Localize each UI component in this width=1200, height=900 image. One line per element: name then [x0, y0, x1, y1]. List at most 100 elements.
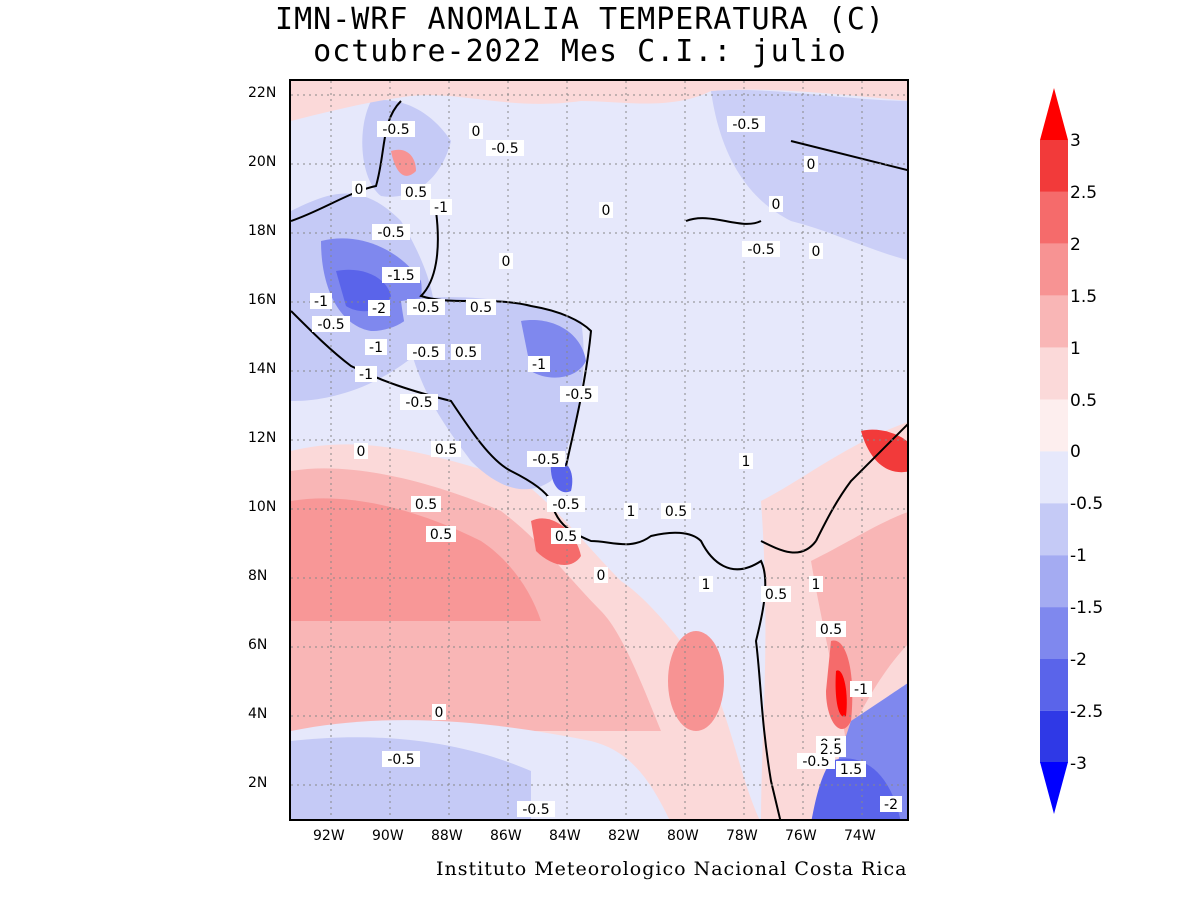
contour-label-bg	[809, 576, 823, 592]
contour-label: 2.5	[820, 742, 842, 758]
contour-label-bg	[850, 681, 872, 697]
anomaly-map: -0.5 0 -0.5 0 0 -0.5 0 0.5 -1 -0.5 -1.5 0 -1 -2 -0.5 0.…	[289, 79, 909, 821]
contour-label: 0.5	[415, 497, 437, 513]
contour-label: 0	[597, 568, 606, 584]
lat-tick-label: 8N	[248, 568, 268, 584]
contour-label: -0.5	[522, 802, 549, 818]
colombia-warm-05	[811, 512, 907, 741]
lon-tick-label: 88W	[431, 828, 463, 844]
contour-label: -0.5	[387, 752, 414, 768]
lat-tick-label: 2N	[248, 775, 268, 791]
contour-label-bg	[836, 761, 866, 777]
guajira-warm	[861, 429, 907, 473]
contour-label-bg	[400, 394, 438, 410]
contour-label: 1.5	[840, 762, 862, 778]
colorbar-segment	[1040, 399, 1068, 452]
contour-label: -0.5	[532, 452, 559, 468]
contour-label: 0	[435, 705, 444, 721]
lon-tick-label: 80W	[667, 828, 699, 844]
colorbar-tick-label: 2.5	[1070, 182, 1098, 203]
contour-label-bg	[355, 366, 377, 382]
pacific-cool-south-2	[291, 737, 531, 819]
chart-subtitle: octubre-2022 Mes C.I.: julio	[313, 34, 847, 69]
contour-label: -0.5	[491, 141, 518, 157]
contour-label: -0.5	[317, 317, 344, 333]
lon-tick-label: 92W	[313, 828, 345, 844]
contour-label: -2	[372, 301, 386, 317]
contour-label-bg	[469, 123, 483, 139]
contour-label-bg	[699, 576, 713, 592]
chart-title: IMN-WRF ANOMALIA TEMPERATURA (C)	[275, 2, 885, 37]
contour-label-bg	[739, 453, 753, 469]
contour-label: 1	[702, 577, 711, 593]
contour-label-bg	[809, 243, 823, 259]
contour-label: 0.5	[665, 504, 687, 520]
colorbar-segment	[1040, 503, 1068, 556]
contour-label-bg	[466, 299, 496, 315]
contour-label: -2	[884, 797, 898, 813]
contour-label-bg	[769, 196, 783, 212]
colorbar-segment	[1040, 607, 1068, 659]
contour-label-bg	[426, 526, 456, 542]
contour-label-bg	[451, 344, 481, 360]
north-warm	[291, 81, 907, 121]
contour-label: -0.5	[412, 300, 439, 316]
lon-tick-label: 78W	[726, 828, 758, 844]
pacific-warm-1	[291, 498, 541, 621]
contour-label: 1	[812, 577, 821, 593]
contour-label-bg	[551, 528, 581, 544]
colorbar-segment	[1040, 659, 1068, 711]
colorbar-tick-label: -1	[1070, 546, 1087, 567]
colorbar-segment	[1040, 295, 1068, 348]
colorbar-tick-label: 0	[1070, 442, 1081, 463]
contour-label-bg	[816, 741, 846, 757]
contour-label-bg	[377, 121, 415, 137]
lat-tick-label: 20N	[248, 154, 277, 170]
contour-label: -1	[434, 200, 448, 216]
contour-label: -0.5	[382, 122, 409, 138]
contour-label-bg	[368, 300, 390, 316]
lat-tick-label: 16N	[248, 292, 277, 308]
contour-label: -0.5	[732, 117, 759, 133]
contour-label: -1	[359, 367, 373, 383]
contour-label-bg	[624, 503, 638, 519]
lat-tick-label: 6N	[248, 637, 268, 653]
contour-label: -1	[314, 294, 328, 310]
contour-label-bg	[528, 356, 550, 372]
contour-label: -1	[369, 340, 383, 356]
lon-tick-label: 74W	[844, 828, 876, 844]
contour-label: 0	[355, 182, 364, 198]
contour-label: 0.5	[435, 442, 457, 458]
contour-label-bg	[560, 386, 598, 402]
colorbar-segment	[1040, 243, 1068, 296]
lat-tick-label: 4N	[248, 706, 268, 722]
sw-colombia-cool-2	[811, 758, 901, 819]
contour-label: -0.5	[412, 345, 439, 361]
colorbar-top-arrow	[1040, 88, 1068, 140]
contour-label-bg	[401, 184, 431, 200]
contour-label-bg	[431, 441, 461, 457]
contour-label: 1	[742, 454, 751, 470]
contour-label-bg	[499, 253, 513, 269]
colorbar-tick-label: -2	[1070, 650, 1087, 670]
contour-label-bg	[411, 496, 441, 512]
contour-label-bg	[310, 293, 332, 309]
colombia-warm-3	[835, 670, 847, 717]
contour-label-bg	[312, 316, 350, 332]
contour-label-bg	[804, 156, 818, 172]
lat-tick-label: 18N	[248, 223, 277, 239]
contour-label: 0.5	[455, 345, 477, 361]
contour-label: -1	[532, 357, 546, 373]
contour-label-bg	[382, 267, 420, 283]
contour-label: -0.5	[377, 225, 404, 241]
contour-label-bg	[354, 443, 368, 459]
contour-label-bg	[407, 299, 445, 315]
lat-tick-label: 22N	[248, 85, 277, 101]
contour-label: 0	[772, 197, 781, 213]
contour-label: -0.5	[747, 242, 774, 258]
contour-label: -1	[854, 682, 868, 698]
contour-label-bg	[517, 801, 555, 817]
contour-label-bg	[742, 241, 780, 257]
yucatan-warm-spot	[391, 149, 416, 176]
contour-label: 0	[357, 444, 366, 460]
